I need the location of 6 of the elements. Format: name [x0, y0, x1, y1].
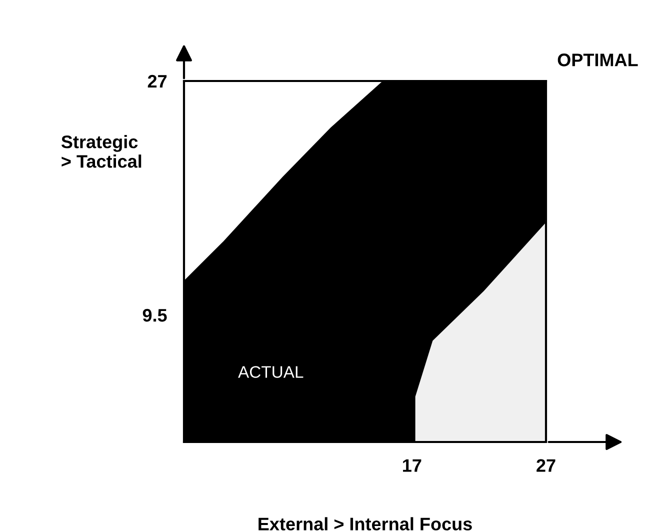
- y-tick-label: 9.5: [142, 308, 167, 322]
- annotation: OPTIMAL: [558, 54, 638, 66]
- annotation: ACTUAL: [238, 366, 304, 378]
- x-axis-title: External > Internal Focus: [258, 517, 472, 530]
- x-tick-label: 17: [403, 459, 422, 472]
- y-axis-title: Strategic > Tactical: [61, 135, 142, 168]
